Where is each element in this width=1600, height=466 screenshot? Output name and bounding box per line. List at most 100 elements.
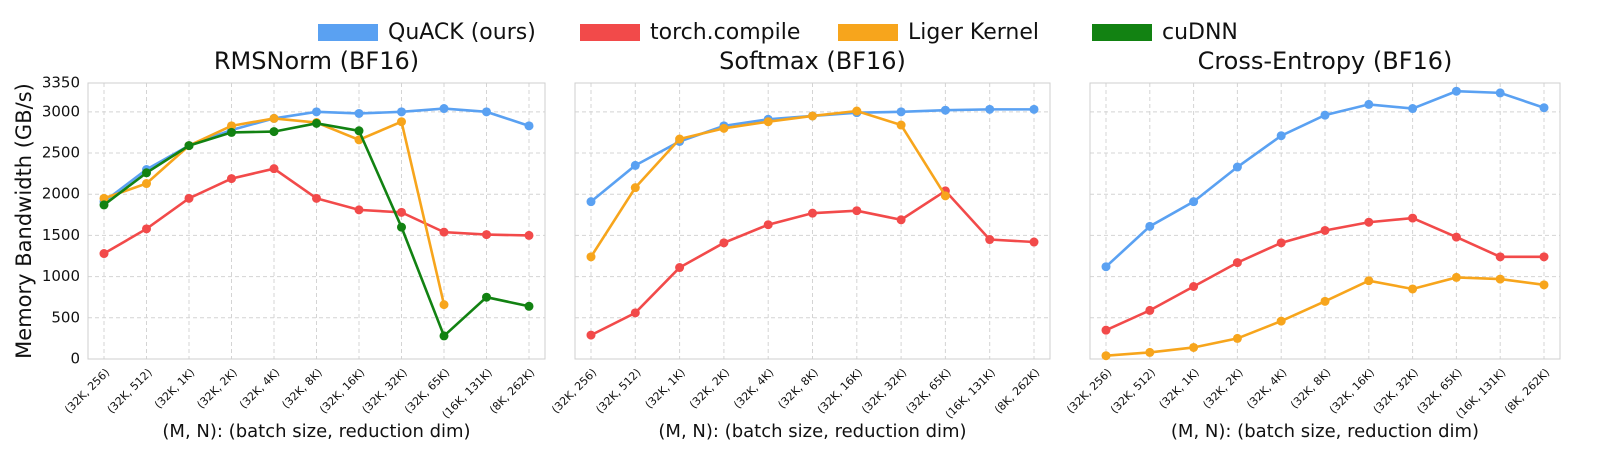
x-axis-label: (M, N): (batch size, reduction dim) xyxy=(658,421,966,442)
x-tick-label: (32K, 2K) xyxy=(1200,366,1245,411)
data-point xyxy=(1145,221,1155,231)
data-point xyxy=(397,207,406,217)
panel: RMSNorm (BF16) Memory Bandwidth (GB/s) (M,… xyxy=(12,47,546,442)
data-point xyxy=(397,222,406,232)
data-point xyxy=(227,127,236,137)
x-axis-label: (M, N): (batch size, reduction dim) xyxy=(1171,421,1479,442)
x-tick-label: (32K, 256) xyxy=(549,366,599,416)
x-tick-label: (32K, 512) xyxy=(1108,366,1158,416)
data-point xyxy=(524,301,534,311)
data-point xyxy=(312,193,321,203)
data-point xyxy=(630,308,640,318)
data-point xyxy=(439,331,449,341)
data-point xyxy=(312,107,321,117)
y-tick-label: 0 xyxy=(70,350,80,368)
y-tick-label: 2000 xyxy=(42,185,80,203)
data-point xyxy=(227,121,236,131)
x-axis-label: (M, N): (batch size, reduction dim) xyxy=(162,421,470,442)
x-tick-label: (32K, 2K) xyxy=(687,366,732,411)
data-point xyxy=(439,104,449,114)
plot-frame xyxy=(574,82,1051,360)
y-tick-label: 500 xyxy=(51,308,80,326)
y-tick-label: 2500 xyxy=(42,144,80,162)
data-point xyxy=(142,168,151,178)
data-point xyxy=(1320,296,1330,306)
data-point xyxy=(896,107,906,117)
x-tick-label: (32K, 16K) xyxy=(1327,366,1377,416)
data-point xyxy=(142,179,151,189)
legend-label: cuDNN xyxy=(1162,20,1238,45)
panel: Softmax (BF16) (M, N): (batch size, reduc… xyxy=(549,47,1051,442)
data-point xyxy=(1539,103,1549,113)
data-point xyxy=(99,249,109,259)
x-tick-label: (32K, 1K) xyxy=(643,366,688,411)
legend-swatch xyxy=(318,24,378,41)
y-tick-label: 1500 xyxy=(42,226,80,244)
data-point xyxy=(1101,325,1111,335)
data-point xyxy=(940,191,950,201)
legend-label: QuACK (ours) xyxy=(388,20,536,45)
data-point xyxy=(1029,104,1039,114)
data-point xyxy=(1408,213,1418,223)
data-point xyxy=(439,300,449,310)
x-tick-label: (8K, 262K) xyxy=(487,366,537,416)
x-tick-label: (32K, 256) xyxy=(1064,366,1114,416)
data-point xyxy=(1145,305,1155,315)
x-tick-label: (32K, 32K) xyxy=(1371,366,1421,416)
plot-frame xyxy=(87,82,546,360)
data-point xyxy=(354,108,364,118)
x-tick-label: (32K, 2K) xyxy=(194,366,239,411)
data-point xyxy=(99,193,109,203)
data-point xyxy=(763,220,773,230)
legend-swatch xyxy=(838,24,898,41)
data-point xyxy=(482,107,491,117)
x-tick-label: (32K, 4K) xyxy=(1244,366,1289,411)
data-point xyxy=(269,127,279,137)
data-point xyxy=(808,111,817,121)
data-point xyxy=(586,252,596,262)
x-tick-label: (32K, 8K) xyxy=(775,366,820,411)
data-point xyxy=(586,330,596,340)
data-point xyxy=(312,118,321,128)
data-point xyxy=(397,117,406,127)
data-point xyxy=(1495,252,1505,262)
data-point xyxy=(354,205,364,215)
data-point xyxy=(940,105,950,115)
data-point xyxy=(1232,333,1242,343)
y-tick-label: 3350 xyxy=(42,74,80,92)
data-point xyxy=(985,235,995,245)
data-point xyxy=(184,141,194,151)
data-point xyxy=(1539,280,1549,290)
data-point xyxy=(1408,104,1418,114)
y-axis-label: Memory Bandwidth (GB/s) xyxy=(12,83,36,359)
data-point xyxy=(1029,237,1039,247)
data-point xyxy=(896,120,906,130)
x-tick-label: (32K, 1K) xyxy=(152,366,197,411)
data-point xyxy=(675,263,685,273)
data-point xyxy=(1451,232,1461,242)
y-tick-label: 3000 xyxy=(42,102,80,120)
chart-title: Cross-Entropy (BF16) xyxy=(1198,47,1453,75)
x-tick-label: (8K, 262K) xyxy=(992,366,1042,416)
x-tick-label: (32K, 8K) xyxy=(1288,366,1333,411)
data-point xyxy=(852,206,862,216)
data-point xyxy=(1145,347,1155,357)
x-tick-label: (32K, 512) xyxy=(593,366,643,416)
data-point xyxy=(1364,276,1374,286)
data-point xyxy=(763,117,773,127)
plot-frame xyxy=(1089,82,1561,360)
data-point xyxy=(524,230,534,240)
data-point xyxy=(269,164,279,174)
data-point xyxy=(1101,351,1111,361)
x-tick-label: (32K, 16K) xyxy=(815,366,865,416)
data-point xyxy=(184,193,194,203)
data-point xyxy=(1539,252,1549,262)
data-point xyxy=(675,134,685,144)
data-point xyxy=(1451,86,1461,96)
x-tick-label: (32K, 32K) xyxy=(859,366,909,416)
data-point xyxy=(1189,197,1199,207)
x-tick-label: (32K, 256) xyxy=(62,366,112,416)
x-tick-label: (32K, 4K) xyxy=(731,366,776,411)
legend-swatch xyxy=(1092,24,1152,41)
chart-title: Softmax (BF16) xyxy=(719,47,906,75)
